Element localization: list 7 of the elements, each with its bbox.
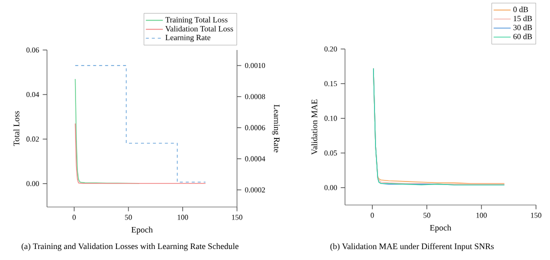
- y-axis-title: Total Loss: [13, 111, 20, 146]
- y2-axis-title: Learning Rate: [272, 104, 280, 152]
- text: (b) Validation MAE under Different Input SNRs: [330, 243, 494, 251]
- x-axis-title: Epoch: [131, 226, 153, 234]
- y-axis-title: Validation MAE: [311, 100, 318, 155]
- text: (a) Training and Validation Losses with Learning Rate Schedule: [22, 243, 238, 251]
- x-axis-title: Epoch: [430, 224, 452, 232]
